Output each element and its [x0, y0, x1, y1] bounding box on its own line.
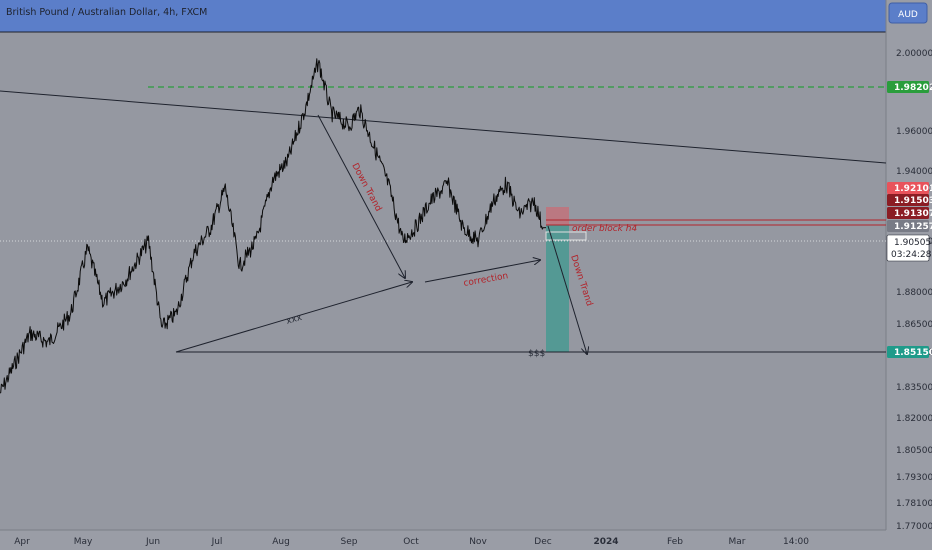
- time-axis[interactable]: [0, 530, 932, 550]
- down-trend-arrow-2: [547, 225, 587, 354]
- price-badge: 1.91257: [887, 220, 932, 232]
- x-tick-label: Oct: [403, 537, 419, 547]
- annotation-down-trend-2: Down Trand: [568, 254, 594, 308]
- price-badge: 1.98202: [887, 81, 932, 93]
- currency-label: AUD: [898, 10, 918, 20]
- x-tick-label: Mar: [729, 537, 746, 547]
- price-badge: 1.92101: [887, 182, 932, 194]
- price-badge-label: 1.90505: [894, 238, 931, 248]
- short-risk-zone: [546, 207, 569, 225]
- y-tick-label: 1.88000: [896, 288, 932, 298]
- x-tick-label: Feb: [667, 537, 683, 547]
- annotation-liquidity: $$$: [528, 349, 545, 359]
- y-tick-label: 1.80500: [896, 446, 932, 456]
- price-badge-label: 1.91307: [894, 209, 932, 219]
- currency-button[interactable]: AUD: [888, 2, 928, 24]
- price-badge-label: 1.91503: [894, 196, 932, 206]
- chart-header: [0, 0, 886, 32]
- countdown-label: 03:24:28: [891, 250, 932, 260]
- x-tick-label: 2024: [593, 537, 618, 547]
- y-tick-label: 1.82000: [896, 414, 932, 424]
- x-axis-ticks: Apr May Jun Jul Aug Sep Oct Nov Dec 2024 Feb Mar 14:…: [14, 537, 809, 547]
- price-badge: 1.91503: [887, 194, 932, 206]
- y-tick-label: 1.79300: [896, 473, 932, 483]
- price-badge: 1.85150: [887, 346, 932, 358]
- x-tick-label: Dec: [534, 537, 551, 547]
- short-target-zone: [546, 225, 569, 352]
- x-tick-label: Nov: [469, 537, 487, 547]
- price-badges: 1.98202 1.92101 1.91503 1.91307 1.91257 1.905…: [886, 81, 932, 358]
- price-badge-label: 1.91257: [894, 222, 932, 232]
- annotation-xxx: xxx: [285, 313, 304, 327]
- down-trend-arrow-1: [317, 114, 405, 278]
- x-tick-label: May: [74, 537, 93, 547]
- annotation-order-block: order block h4: [572, 224, 637, 234]
- price-line: [0, 58, 547, 394]
- correction-arrow: [424, 260, 540, 283]
- price-badge-label: 1.98202: [894, 83, 932, 93]
- price-badge: 1.91307: [887, 207, 932, 219]
- x-tick-label: 14:00: [783, 537, 809, 547]
- chart-title: British Pound / Australian Dollar, 4h, F…: [6, 7, 207, 18]
- y-tick-label: 1.96000: [896, 127, 932, 137]
- trend-line: [0, 90, 887, 164]
- price-badge: 1.90505 03:24:28: [886, 234, 932, 262]
- price-badge-label: 1.92101: [894, 184, 932, 194]
- y-tick-label: 1.94000: [896, 167, 932, 177]
- y-tick-label: 1.77000: [896, 522, 932, 532]
- y-tick-label: 1.78100: [896, 499, 932, 509]
- x-tick-label: Aug: [272, 537, 290, 547]
- x-tick-label: Apr: [14, 537, 30, 547]
- y-tick-label: 2.00000: [896, 49, 932, 59]
- xxx-arrow: [175, 282, 412, 353]
- x-tick-label: Jul: [211, 537, 223, 547]
- y-tick-label: 1.83500: [896, 383, 932, 393]
- price-badge-label: 1.85150: [894, 348, 932, 358]
- x-tick-label: Sep: [341, 537, 358, 547]
- x-tick-label: Jun: [145, 537, 160, 547]
- order-block-box: [545, 231, 587, 241]
- y-tick-label: 1.86500: [896, 320, 932, 330]
